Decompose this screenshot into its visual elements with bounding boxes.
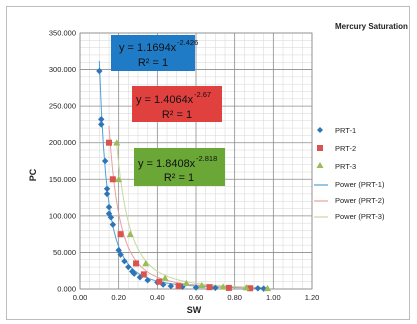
legend-item-prt2: PRT-2 <box>317 144 356 153</box>
legend-label-power-prt2: Power (PRT-2) <box>335 196 385 205</box>
x-tick-label: 1.00 <box>266 293 281 302</box>
x-axis-title: SW <box>187 305 202 315</box>
equation-prt1-exponent: -2.426 <box>177 38 198 47</box>
data-point-prt-1 <box>107 214 115 221</box>
data-point-prt-1 <box>117 251 124 258</box>
y-axis-title: PC <box>28 168 38 181</box>
data-point-prt-3 <box>115 175 123 183</box>
x-tick-label: 0.00 <box>73 293 88 302</box>
data-point-prt-3 <box>182 279 190 286</box>
equation-prt1-coef: y = 1.1694x <box>119 42 177 54</box>
legend-marker-prt2 <box>317 145 323 151</box>
y-tick-label: 150.000 <box>49 175 76 184</box>
chart-title: Mercury Saturation <box>335 22 408 31</box>
equation-prt2-coef: y = 1.4064x <box>136 94 194 106</box>
equation-prt3-r2: R² = 1 <box>164 172 194 184</box>
legend-item-power-prt2: Power (PRT-2) <box>314 196 385 205</box>
data-point-prt-3 <box>242 284 250 291</box>
data-point-prt-1 <box>121 258 128 265</box>
data-point-prt-1 <box>98 121 105 128</box>
equation-box-prt3: y = 1.8408x -2.818 R² = 1 <box>134 148 225 186</box>
data-point-prt-3 <box>126 230 134 237</box>
data-markers <box>96 67 272 292</box>
data-point-prt-3 <box>219 283 227 290</box>
y-axis-ticks: 0.000 50.000 100.000 150.000 200.000 250.000 3… <box>49 29 76 294</box>
y-tick-label: 0.000 <box>57 285 76 294</box>
data-point-prt-2 <box>109 176 116 183</box>
data-point-prt-1 <box>212 284 219 292</box>
equation-box-prt1: y = 1.1694x -2.426 R² = 1 <box>111 35 198 71</box>
y-tick-label: 250.000 <box>49 102 76 111</box>
equation-prt2-exponent: -2.67 <box>194 90 211 99</box>
data-point-prt-3 <box>264 284 272 292</box>
data-point-prt-1 <box>115 247 122 254</box>
x-tick-label: 0.60 <box>189 293 204 302</box>
trendline-3 <box>116 143 268 289</box>
data-point-prt-1 <box>101 157 109 165</box>
legend-item-prt1: PRT-1 <box>317 126 356 135</box>
data-point-prt-2 <box>133 260 140 267</box>
x-axis-ticks: 0.00 0.20 0.40 0.60 0.80 1.00 1.20 <box>73 293 320 302</box>
y-tick-label: 50.000 <box>53 248 76 257</box>
legend-item-power-prt3: Power (PRT-3) <box>314 212 385 221</box>
data-point-prt-2 <box>175 283 182 290</box>
y-tick-label: 100.000 <box>49 211 76 220</box>
y-tick-label: 350.000 <box>49 29 76 38</box>
equation-box-prt2: y = 1.4064x -2.67 R² = 1 <box>132 86 222 122</box>
data-point-prt-1 <box>144 277 151 284</box>
equation-box-prt3-bg <box>134 148 225 186</box>
data-point-prt-2 <box>247 285 254 292</box>
data-point-prt-3 <box>198 281 206 289</box>
data-point-prt-2 <box>225 284 232 291</box>
data-point-prt-2 <box>106 139 112 146</box>
legend-label-prt2: PRT-2 <box>335 144 356 153</box>
data-point-prt-2 <box>140 271 147 278</box>
equation-prt3-coef: y = 1.8408x <box>138 158 196 170</box>
legend-marker-prt3 <box>316 162 324 168</box>
data-point-prt-1 <box>98 116 105 123</box>
data-point-prt-2 <box>206 284 213 291</box>
data-point-prt-2 <box>117 231 124 238</box>
equation-prt2-r2: R² = 1 <box>162 109 192 121</box>
x-tick-label: 1.20 <box>305 293 320 302</box>
data-point-prt-1 <box>103 185 111 192</box>
data-point-prt-1 <box>167 282 175 290</box>
x-tick-label: 0.80 <box>227 293 242 302</box>
equation-prt1-r2: R² = 1 <box>138 57 168 69</box>
chart-container: 0.000 50.000 100.000 150.000 200.000 250.000 3… <box>6 6 410 320</box>
legend-item-power-prt1: Power (PRT-1) <box>314 180 385 189</box>
equation-prt3-exponent: -2.818 <box>196 154 217 163</box>
data-point-prt-1 <box>105 203 113 211</box>
y-tick-label: 300.000 <box>49 65 76 74</box>
legend-label-prt3: PRT-3 <box>335 162 356 171</box>
data-point-prt-3 <box>142 259 150 267</box>
data-point-prt-1 <box>109 221 117 228</box>
x-tick-label: 0.40 <box>150 293 165 302</box>
data-point-prt-1 <box>254 285 262 292</box>
data-point-prt-1 <box>192 284 200 291</box>
data-point-prt-1 <box>96 67 103 75</box>
legend-marker-prt1 <box>317 127 323 133</box>
data-point-prt-3 <box>161 274 169 281</box>
data-point-prt-3 <box>113 139 121 146</box>
data-point-prt-2 <box>156 278 163 285</box>
x-tick-label: 0.20 <box>111 293 126 302</box>
data-point-prt-1 <box>125 263 132 271</box>
legend-label-power-prt1: Power (PRT-1) <box>335 180 385 189</box>
data-point-prt-1 <box>103 190 111 198</box>
legend-item-prt3: PRT-3 <box>316 162 356 171</box>
equation-box-prt2-bg <box>132 86 222 122</box>
y-tick-label: 200.000 <box>49 138 76 147</box>
equation-box-prt1-bg <box>111 35 195 71</box>
scatter-chart: 0.000 50.000 100.000 150.000 200.000 250.000 3… <box>28 22 408 315</box>
legend: PRT-1 PRT-2 PRT-3 Power (PRT-1) Power (P… <box>314 126 385 221</box>
legend-label-power-prt3: Power (PRT-3) <box>335 212 385 221</box>
legend-label-prt1: PRT-1 <box>335 126 356 135</box>
